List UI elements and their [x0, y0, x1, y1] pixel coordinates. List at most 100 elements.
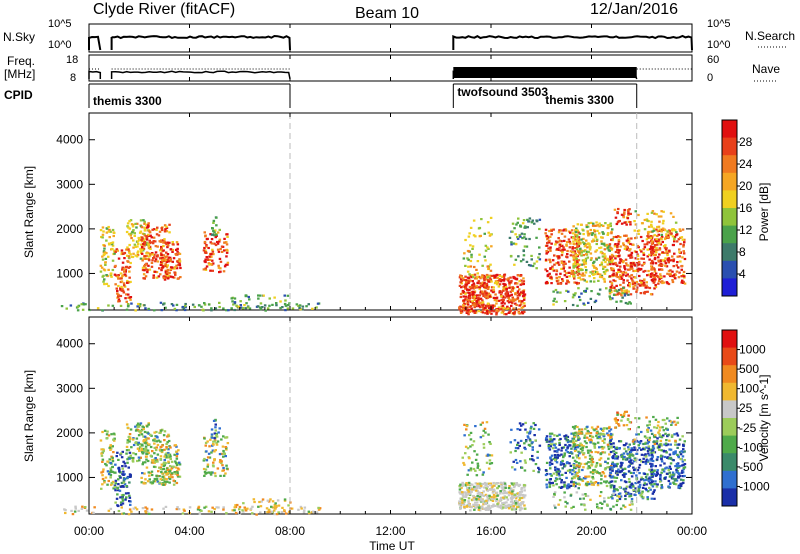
echo-cell	[625, 262, 628, 265]
echo-cell	[474, 425, 477, 428]
echo-cell	[549, 247, 552, 250]
echo-cell	[211, 464, 215, 467]
echo-cell	[680, 471, 684, 474]
echo-cell	[581, 259, 585, 262]
echo-cell	[601, 451, 604, 454]
echo-cell	[112, 432, 116, 435]
echo-cell	[641, 478, 645, 481]
echo-cell	[640, 281, 643, 284]
echo-cell	[301, 305, 305, 308]
echo-cell	[666, 258, 669, 261]
echo-cell	[99, 439, 103, 442]
echo-cell	[673, 479, 677, 482]
echo-cell	[644, 442, 647, 445]
echo-cell	[153, 442, 156, 445]
echo-cell	[627, 220, 631, 223]
echo-cell	[600, 236, 603, 239]
echo-cell	[649, 245, 653, 248]
echo-cell	[639, 235, 643, 239]
echo-cell	[203, 240, 207, 244]
echo-cell	[169, 260, 172, 263]
echo-cell	[481, 421, 484, 424]
echo-cell	[682, 444, 685, 447]
echo-cell	[222, 455, 225, 458]
echo-cell	[205, 238, 209, 241]
echo-cell	[655, 246, 658, 249]
echo-cell	[222, 466, 225, 470]
echo-cell	[495, 313, 498, 316]
echo-cell	[600, 452, 603, 455]
echo-cell	[516, 236, 519, 239]
echo-cell	[574, 485, 577, 488]
echo-cell	[459, 492, 462, 495]
echo-cell	[538, 246, 541, 249]
echo-cell	[604, 222, 607, 225]
echo-cell	[551, 481, 554, 484]
echo-cell	[160, 483, 164, 486]
echo-cell	[653, 497, 656, 500]
echo-cell	[654, 480, 657, 483]
nsky-tick-top: 10^5	[48, 18, 72, 30]
echo-cell	[622, 281, 625, 284]
echo-cell	[568, 451, 571, 454]
echo-cell	[495, 274, 498, 277]
echo-cell	[505, 313, 508, 316]
echo-cell	[610, 466, 613, 469]
echo-cell	[549, 435, 552, 438]
echo-cell	[487, 467, 491, 470]
echo-cell	[480, 275, 484, 278]
echo-cell	[518, 234, 521, 237]
echo-cell	[131, 438, 135, 441]
echo-cell	[157, 275, 161, 278]
echo-cell	[584, 243, 588, 246]
echo-cell	[218, 427, 221, 430]
echo-cell	[145, 452, 148, 455]
echo-cell	[632, 285, 635, 288]
echo-cell	[537, 428, 541, 431]
echo-cell	[479, 484, 483, 487]
echo-cell	[566, 280, 569, 283]
echo-cell	[523, 489, 526, 492]
echo-cell	[481, 290, 484, 293]
echo-cell	[650, 472, 653, 476]
echo-cell	[550, 229, 553, 232]
echo-cell	[591, 458, 594, 461]
echo-cell	[572, 441, 575, 444]
echo-cell	[674, 483, 678, 486]
echo-cell	[561, 250, 564, 253]
echo-cell	[496, 494, 499, 497]
echo-cell	[212, 419, 216, 422]
echo-cell	[576, 261, 579, 264]
echo-cell	[587, 233, 591, 236]
echo-cell	[156, 480, 160, 483]
echo-cell	[100, 448, 103, 451]
echo-cell	[100, 452, 103, 455]
echo-cell	[586, 436, 589, 439]
echo-cell	[568, 246, 572, 249]
echo-cell	[568, 468, 572, 472]
echo-cell	[571, 473, 574, 476]
echo-cell	[615, 272, 618, 275]
echo-cell	[518, 428, 522, 431]
echo-cell	[127, 296, 130, 299]
echo-cell	[168, 469, 171, 472]
echo-cell	[568, 462, 571, 465]
echo-cell	[661, 281, 664, 285]
echo-cell	[145, 252, 149, 255]
echo-cell	[487, 267, 490, 270]
echo-cell	[666, 272, 669, 275]
echo-cell	[175, 248, 178, 251]
echo-cell	[649, 448, 653, 451]
echo-cell	[501, 300, 505, 303]
echo-cell	[126, 225, 129, 228]
echo-cell	[520, 501, 523, 505]
echo-cell	[616, 290, 619, 293]
echo-cell	[124, 274, 128, 278]
echo-cell	[643, 228, 647, 231]
echo-cell	[520, 466, 524, 469]
echo-cell	[680, 450, 683, 453]
echo-cell	[609, 298, 612, 301]
echo-cell	[127, 448, 131, 452]
echo-cell	[548, 485, 552, 488]
echo-cell	[577, 482, 580, 485]
